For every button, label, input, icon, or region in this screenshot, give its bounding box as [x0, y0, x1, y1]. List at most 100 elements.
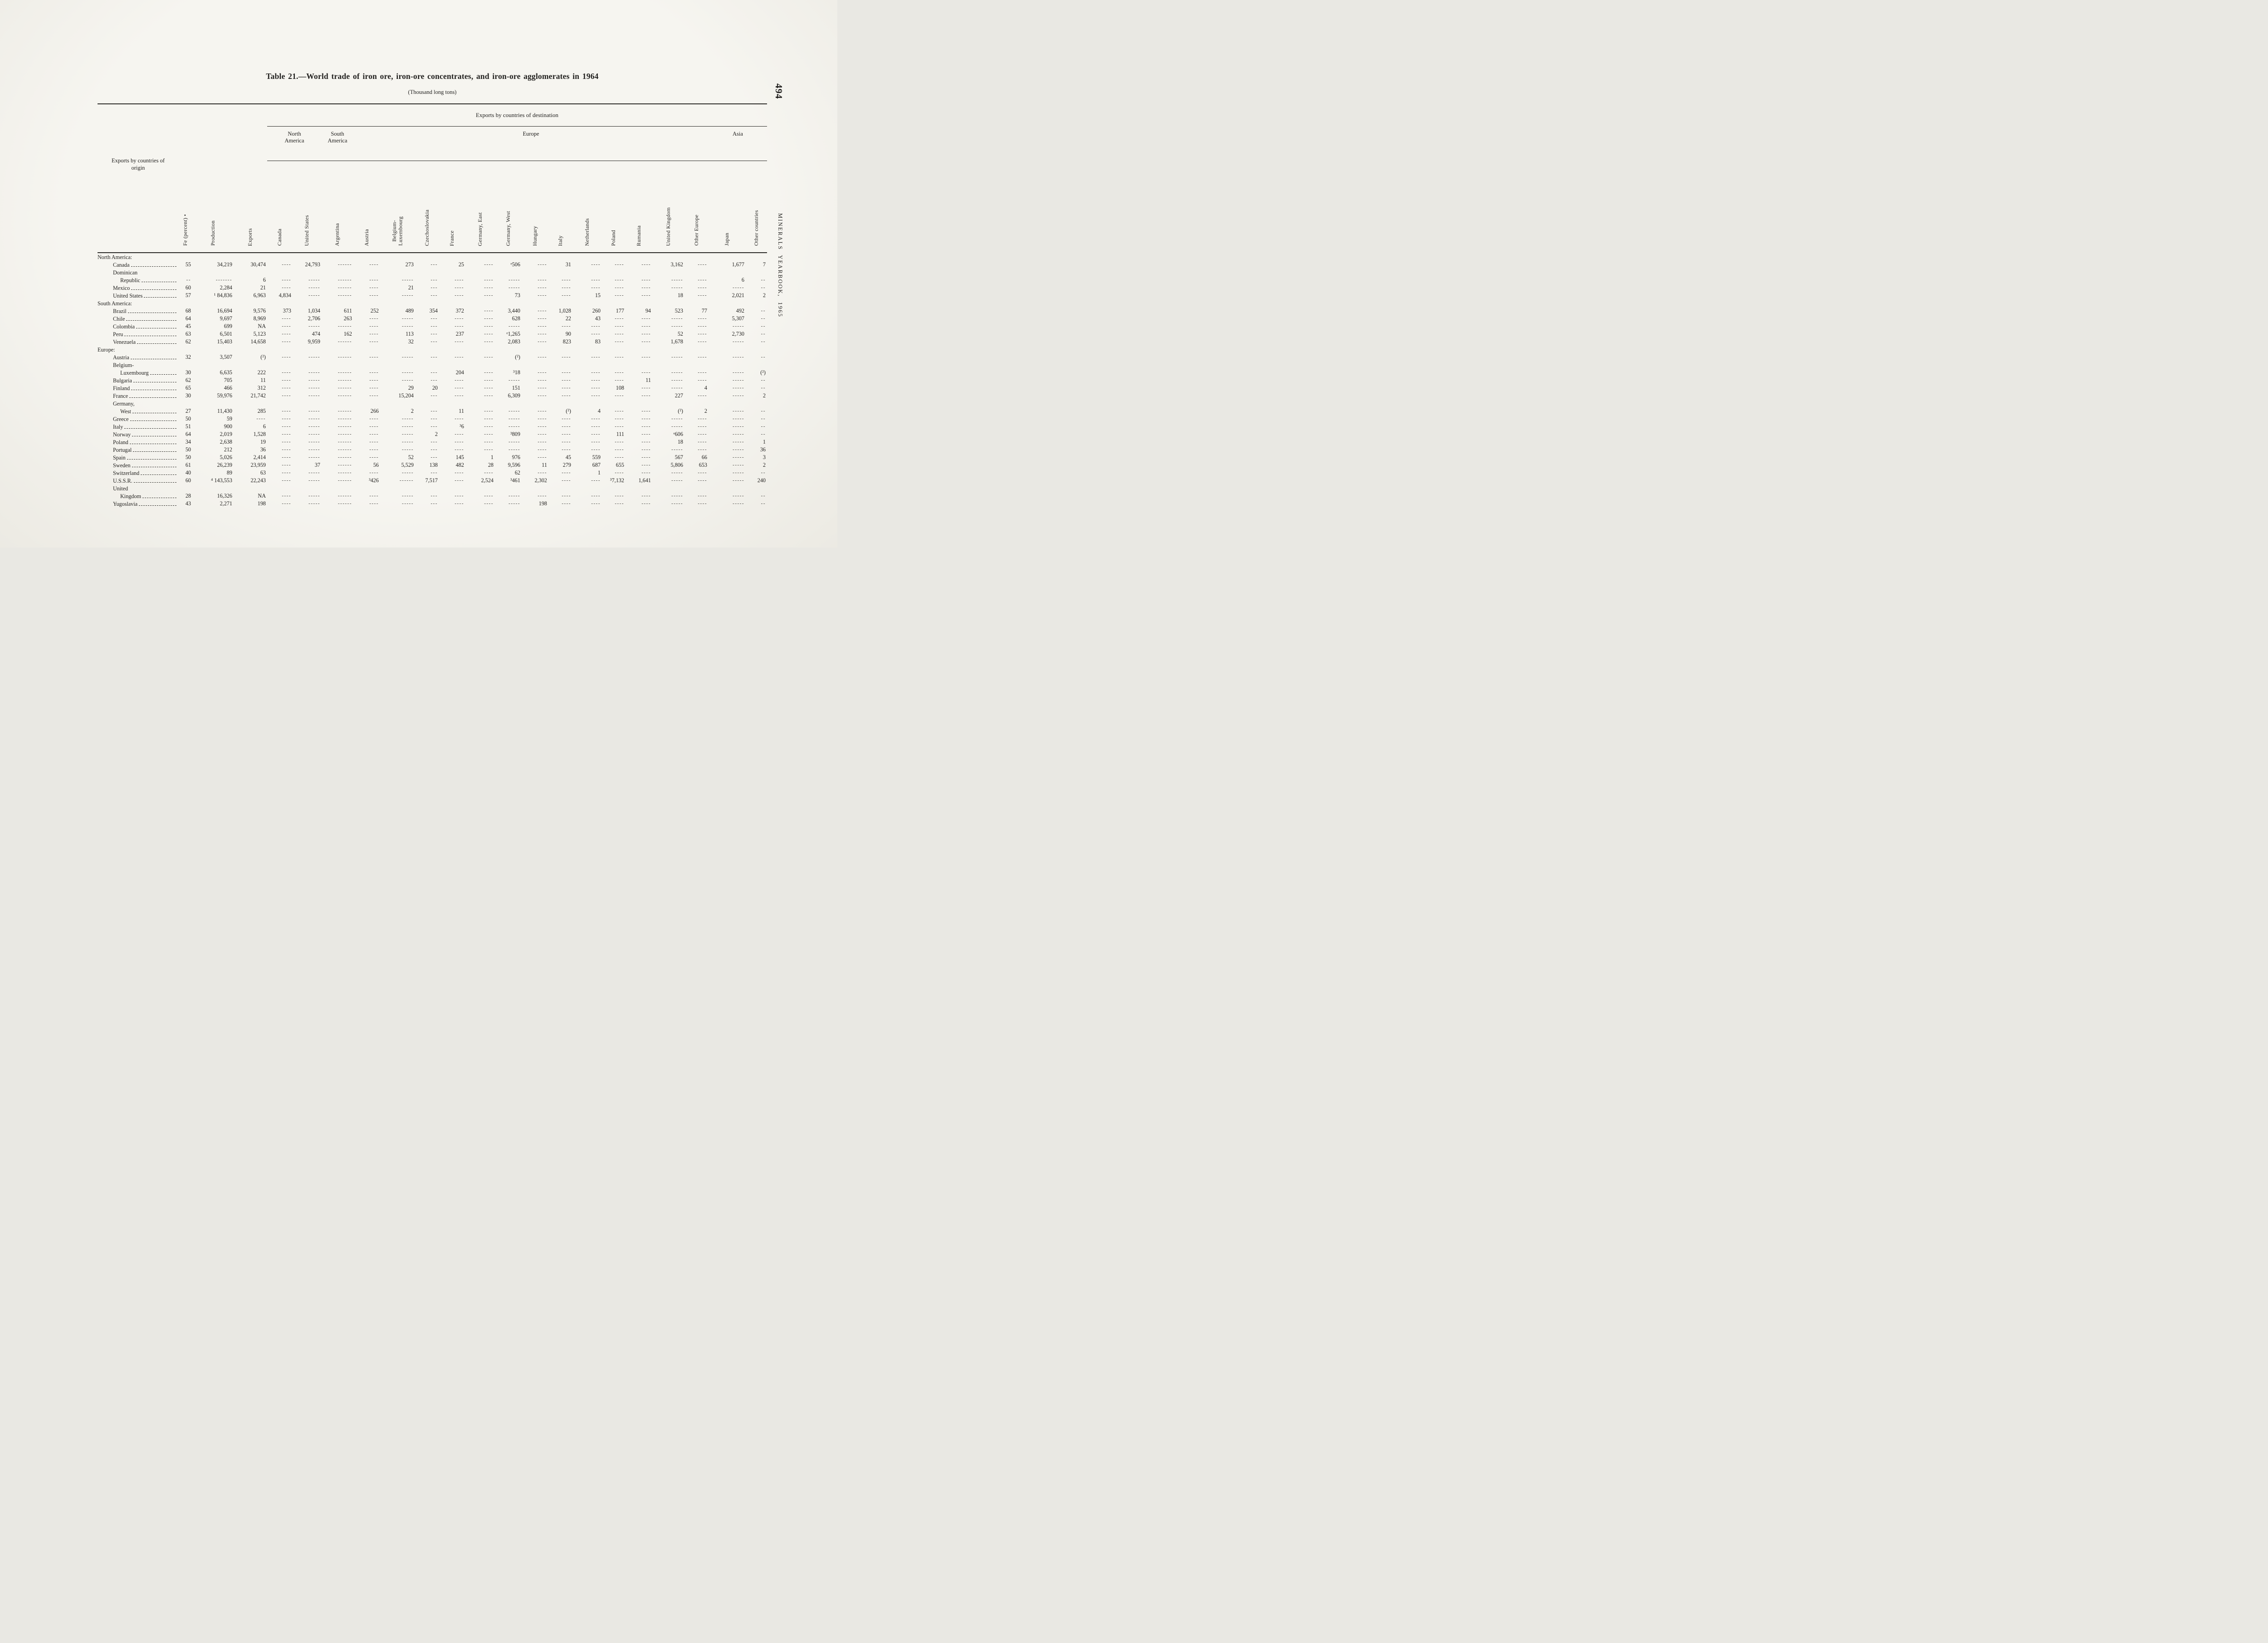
table-cell: ---- — [455, 393, 464, 398]
table-cell: ----- — [508, 424, 520, 429]
column-header-canada: Canada — [267, 161, 293, 253]
table-cell: ----- — [508, 323, 520, 329]
column-header-poland: Poland — [602, 161, 626, 253]
table-cell — [572, 484, 602, 492]
table-cell: ---- — [369, 331, 379, 337]
table-cell: 52 — [408, 454, 414, 461]
table-cell: ------ — [338, 493, 352, 499]
table-cell — [322, 253, 353, 261]
table-cell: --- — [430, 331, 438, 337]
table-cell: ----- — [671, 277, 683, 283]
table-cell — [267, 400, 293, 407]
table-cell: ----- — [671, 478, 683, 483]
table-cell: --- — [430, 285, 438, 290]
table-cell: ---- — [615, 377, 624, 383]
table-cell: ----- — [508, 501, 520, 506]
table-cell: ----- — [402, 493, 414, 499]
table-cell: ---- — [538, 431, 547, 437]
table-cell: 28 — [185, 493, 191, 499]
table-cell: ----- — [733, 439, 744, 445]
table-cell: ----- — [733, 323, 744, 329]
table-row-spain: Spain 50 5,026 2,414 ---- ----- ------ ---- 52 --… — [98, 454, 767, 461]
dotted-leader — [150, 371, 176, 375]
table-cell: ---- — [369, 385, 379, 391]
table-cell: 62 — [185, 377, 191, 384]
table-cell: ---- — [484, 385, 494, 391]
table-cell: 4,834 — [279, 292, 291, 299]
table-cell — [495, 484, 522, 492]
row-label-cell: South America: — [98, 299, 179, 307]
table-cell: 83 — [595, 338, 601, 345]
table-cell: 30 — [185, 392, 191, 399]
table-cell: 30,474 — [250, 261, 266, 268]
table-cell: ----- — [671, 354, 683, 360]
column-header-label: France — [449, 230, 455, 246]
table-cell: ---- — [484, 370, 494, 375]
table-cell: ---- — [615, 447, 624, 452]
table-cell: ----- — [402, 370, 414, 375]
table-row-united: United — [98, 484, 767, 492]
table-cell — [602, 269, 626, 276]
table-cell: 37 — [314, 462, 320, 469]
table-cell: ----- — [733, 424, 744, 429]
table-cell: 628 — [512, 315, 520, 322]
table-cell: 6 — [263, 423, 266, 430]
row-label: Luxembourg — [120, 370, 149, 376]
table-row-west: West 27 11,430 285 ---- ----- ------ 266 2 --- 11-… — [98, 407, 767, 415]
table-cell: ----- — [308, 408, 320, 414]
table-cell: 14,658 — [250, 338, 266, 345]
table-cell: ---- — [369, 493, 379, 499]
table-cell: ---- — [484, 354, 494, 360]
table-cell — [548, 299, 572, 307]
table-row-switzerland: Switzerland 40 89 63 ---- ----- ------ ---- ----… — [98, 469, 767, 477]
table-cell: ---- — [698, 339, 707, 344]
table-cell — [353, 400, 380, 407]
column-header-austria: Austria — [353, 161, 380, 253]
row-label-cell: Republic — [98, 276, 179, 284]
table-cell — [602, 484, 626, 492]
table-cell: ---- — [484, 470, 494, 475]
table-cell: -- — [761, 431, 766, 437]
table-cell: 21 — [408, 284, 414, 291]
table-cell: ---- — [484, 439, 494, 445]
row-label-cell: Brazil — [98, 307, 179, 315]
table-row-austria: Austria 32 3,507 (²) ---- ----- ------ ---- ----… — [98, 353, 767, 361]
row-label: Switzerland — [113, 470, 140, 476]
banner-row: Exports by countries of origin Exports b… — [98, 104, 767, 253]
table-cell: ----- — [733, 408, 744, 414]
table-cell: -- — [761, 339, 766, 344]
table-cell: 204 — [455, 369, 464, 376]
row-label: Europe: — [98, 347, 115, 353]
table-cell: 5,026 — [220, 454, 232, 461]
table-cell: 6,309 — [508, 392, 520, 399]
table-cell: 61 — [185, 462, 191, 469]
row-label-cell: Colombia — [98, 323, 179, 330]
table-cell: ---- — [282, 478, 291, 483]
table-row-chile: Chile 64 9,697 8,969 ---- 2,706 263 ---- ----- --… — [98, 315, 767, 323]
row-label: North America: — [98, 254, 132, 260]
table-cell: ---- — [484, 416, 494, 421]
table-cell — [548, 253, 572, 261]
scanned-page: Table 21.—World trade of iron ore, iron-… — [0, 0, 837, 548]
table-cell: ---- — [698, 331, 707, 337]
table-cell: ---- — [538, 370, 547, 375]
table-cell: 6 — [263, 277, 266, 284]
table-cell: ----- — [308, 354, 320, 360]
table-cell: ---- — [538, 354, 547, 360]
table-cell — [465, 400, 495, 407]
table-cell — [322, 346, 353, 353]
table-cell: 482 — [455, 462, 464, 469]
table-cell: ---- — [455, 316, 464, 321]
table-cell — [415, 299, 439, 307]
row-label: Peru — [113, 331, 123, 337]
table-cell: -- — [761, 416, 766, 421]
table-cell: 55 — [185, 261, 191, 268]
column-header-belgium-luxembourg: Belgium- Luxembourg — [380, 161, 415, 253]
table-row-finland: Finland 65 466 312 ---- ----- ------ ---- 29 20 --… — [98, 384, 767, 392]
row-label-cell: Bulgaria — [98, 377, 179, 384]
row-label-cell: Mexico — [98, 284, 179, 292]
row-label-cell: Poland — [98, 438, 179, 446]
table-cell: 354 — [429, 308, 438, 314]
table-cell: 312 — [257, 385, 266, 391]
table-cell: 523 — [675, 308, 683, 314]
